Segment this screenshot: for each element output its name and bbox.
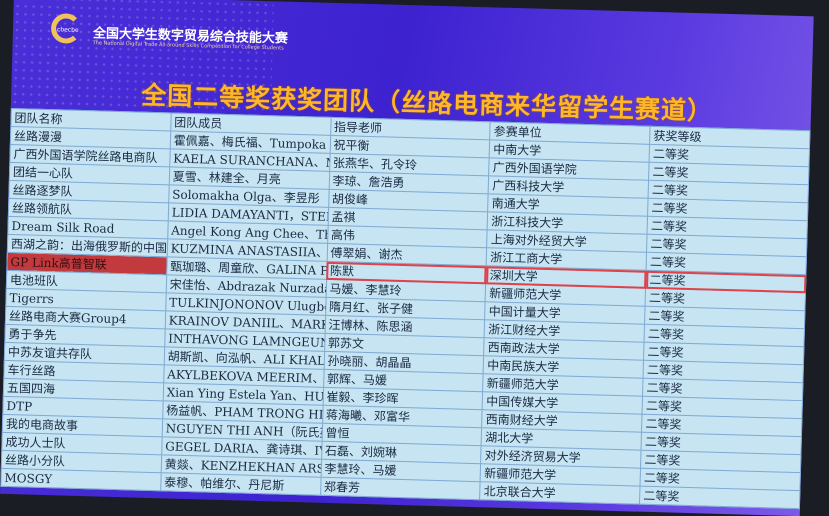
logo-text: cbecbe	[56, 26, 79, 34]
award-table: 团队名称 团队成员 指导老师 参赛单位 获奖等级 丝路漫漫 霍佩嘉、梅氏福、Tum…	[0, 107, 811, 510]
team-name-cell: MOSGY	[0, 468, 161, 491]
team-members-cell: 泰穆、帕维尔、丹尼斯	[160, 472, 321, 496]
school-cell: 北京联合大学	[479, 481, 641, 505]
award-level-cell: 二等奖	[639, 486, 800, 509]
advisor-cell: 郑春芳	[320, 477, 481, 500]
